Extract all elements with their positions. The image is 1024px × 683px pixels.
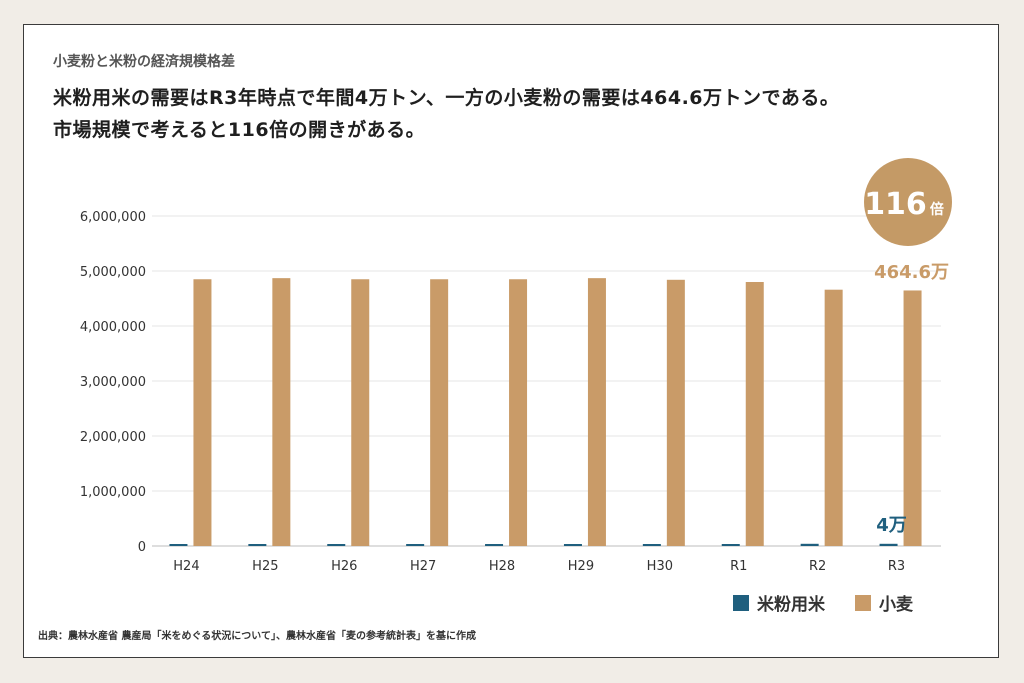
legend-label-rice: 米粉用米 [757, 595, 825, 615]
bar-rice [800, 543, 819, 546]
x-tick-label: H26 [331, 559, 357, 574]
bar-wheat [430, 279, 449, 546]
y-tick-label: 4,000,000 [80, 320, 146, 335]
y-tick-label: 5,000,000 [80, 265, 146, 280]
legend-swatch-wheat [855, 594, 871, 611]
x-tick-label: H30 [647, 559, 673, 574]
bar-wheat [509, 279, 528, 546]
x-tick-label: H24 [173, 559, 199, 574]
bar-wheat [903, 290, 922, 546]
x-tick-label: H27 [410, 559, 436, 574]
bar-wheat [824, 289, 843, 546]
x-tick-label: R2 [809, 559, 826, 574]
x-tick-label: R1 [730, 559, 747, 574]
annotation-wheat-value: 464.6万 [874, 262, 949, 283]
bar-rice [248, 544, 267, 546]
y-tick-label: 2,000,000 [80, 430, 146, 445]
legend-item-wheat: 小麦 [855, 590, 913, 615]
source-note: 出典：農林水産省 農産局「米をめぐる状況について」、農林水産省「麦の参考統計表」… [38, 631, 476, 642]
headline-line-1: 米粉用米の需要はR3年時点で年間4万トン、一方の小麦粉の需要は464.6万トンで… [53, 87, 840, 109]
bar-wheat [587, 278, 606, 546]
bar-rice [879, 543, 898, 546]
headline-line-2: 市場規模で考えると116倍の開きがある。 [53, 119, 426, 141]
bar-rice [563, 544, 582, 546]
ratio-badge-number: 116 [864, 187, 927, 222]
y-tick-label: 0 [138, 540, 146, 555]
ratio-badge-unit: 倍 [930, 201, 944, 218]
bar-wheat [351, 279, 370, 546]
ratio-badge-text: 116 倍 [864, 187, 944, 222]
y-tick-label: 6,000,000 [80, 210, 146, 225]
bar-rice [406, 544, 425, 546]
bar-rice [327, 544, 346, 546]
x-tick-label: R3 [888, 559, 905, 574]
bar-rice [642, 544, 661, 546]
ratio-badge [864, 158, 952, 246]
bar-wheat [745, 282, 764, 546]
legend: 米粉用米 小麦 [733, 590, 943, 615]
bar-wheat [272, 278, 291, 546]
bar-wheat [193, 279, 212, 546]
x-tick-label: H25 [252, 559, 278, 574]
annotation-rice-value: 4万 [876, 515, 907, 536]
headline: 米粉用米の需要はR3年時点で年間4万トン、一方の小麦粉の需要は464.6万トンで… [53, 82, 953, 146]
y-tick-label: 1,000,000 [80, 485, 146, 500]
legend-label-wheat: 小麦 [879, 595, 913, 615]
bar-rice [485, 544, 504, 546]
bar-rice [721, 544, 740, 546]
y-tick-label: 3,000,000 [80, 375, 146, 390]
bar-wheat [666, 279, 685, 546]
bar-rice [169, 544, 188, 546]
x-tick-label: H29 [568, 559, 594, 574]
x-tick-label: H28 [489, 559, 515, 574]
legend-swatch-rice [733, 594, 749, 611]
chart-subtitle: 小麦粉と米粉の経済規模格差 [53, 54, 235, 70]
legend-item-rice: 米粉用米 [733, 590, 825, 615]
